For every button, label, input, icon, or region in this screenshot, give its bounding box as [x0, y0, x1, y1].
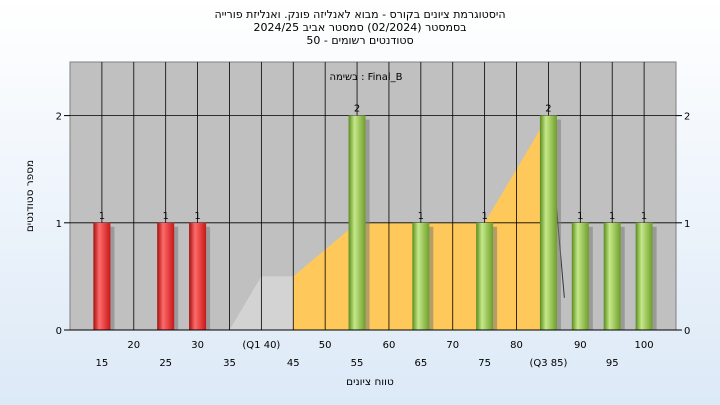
x-tick-label-upper: 60	[383, 340, 396, 351]
x-tick-label-upper: 90	[574, 340, 587, 351]
x-tick-label-lower: 55	[351, 358, 364, 369]
chart-annotation: בשימה : Final_B	[329, 72, 402, 83]
x-tick-label-upper: (Q1 40)	[242, 340, 280, 351]
x-tick-label-lower: 15	[96, 358, 109, 369]
bar-value-label: 1	[577, 211, 583, 222]
bars	[93, 115, 657, 330]
bar-value-label: 1	[641, 211, 647, 222]
x-tick-label-lower: 95	[606, 358, 619, 369]
bar-value-label: 2	[545, 104, 551, 115]
bar-value-label: 1	[162, 211, 168, 222]
y-tick-label-left: 1	[56, 219, 62, 230]
x-tick-label-lower: 45	[287, 358, 300, 369]
y-tick-label-left: 0	[56, 326, 62, 337]
chart-titles: היסטוגרמת ציונים בקורס - מבוא לאנליזה פו…	[0, 8, 720, 47]
bar-value-label: 1	[194, 211, 200, 222]
bar	[189, 222, 207, 330]
bar	[635, 222, 653, 330]
y-tick-label-right: 2	[684, 112, 690, 123]
bar-value-label: 2	[354, 104, 360, 115]
x-tick-label-upper: 80	[510, 340, 523, 351]
x-tick-label-upper: 70	[446, 340, 459, 351]
bar	[157, 222, 175, 330]
bar	[603, 222, 621, 330]
bar	[476, 222, 494, 330]
bar	[348, 115, 366, 330]
bar	[412, 222, 430, 330]
y-tick-label-right: 0	[684, 326, 690, 337]
bar-labels: 1 1 1 2 1 1 2 1 1 1	[99, 104, 648, 222]
x-tick-label-upper: 30	[191, 340, 204, 351]
bar-value-label: 1	[99, 211, 105, 222]
x-tick-label-lower: 65	[414, 358, 427, 369]
bar-value-label: 1	[609, 211, 615, 222]
y-axis-title: מספר סטודנטים	[24, 160, 36, 232]
chart-subtitle-enrolled: סטודנטים רשומים - 50	[306, 34, 414, 47]
x-tick-label-upper: 100	[635, 340, 654, 351]
y-tick-label-right: 1	[684, 219, 690, 230]
axes: 0 0 1 1 2 2 20 30 (Q1 40) 50 60 70 80 90 100 15 25 35 45 55…	[56, 112, 691, 369]
x-tick-label-lower: 25	[159, 358, 172, 369]
bar	[93, 222, 111, 330]
x-tick-label-upper: 50	[319, 340, 332, 351]
chart-title: היסטוגרמת ציונים בקורס - מבוא לאנליזה פו…	[214, 8, 506, 21]
x-axis-title: טווח ציונים	[346, 376, 394, 388]
y-tick-label-left: 2	[56, 112, 62, 123]
bar-value-label: 1	[418, 211, 424, 222]
x-tick-label-upper: 20	[127, 340, 140, 351]
bar	[539, 115, 557, 330]
bar	[571, 222, 589, 330]
bar-value-label: 1	[481, 211, 487, 222]
x-tick-label-lower: 35	[223, 358, 236, 369]
x-tick-label-lower: 75	[478, 358, 491, 369]
x-tick-label-lower: (Q3 85)	[529, 358, 567, 369]
chart-subtitle-semester: בסמסטר (02/2024) סמסטר אביב 2024/25	[253, 21, 467, 34]
